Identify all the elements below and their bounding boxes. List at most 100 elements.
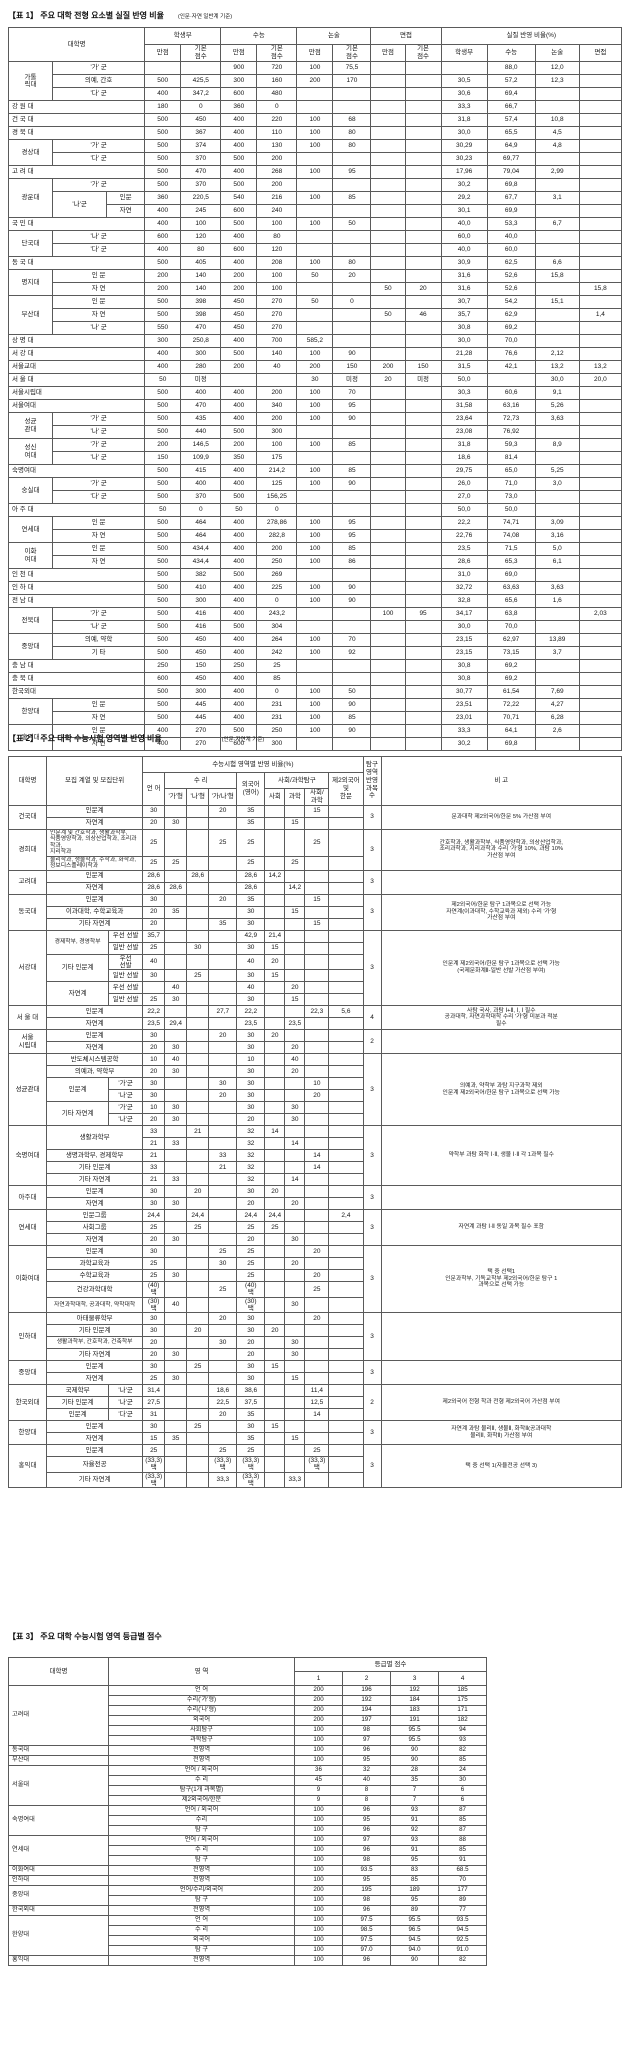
cell: 400	[180, 477, 222, 491]
cell	[304, 1185, 330, 1199]
cell: 23,5	[142, 1017, 166, 1031]
cell: 192	[390, 1685, 439, 1696]
cell: 30	[236, 1089, 266, 1103]
cell	[186, 1041, 210, 1055]
cell: 464	[180, 516, 222, 530]
cell: 기타 자연계	[46, 1101, 110, 1127]
cell: 25	[142, 855, 166, 871]
table-row: 숙명여대 생활과학부 33 21 32 14 3 약학부 과탐 화학 Ⅰ·Ⅱ, 생물 Ⅰ·Ⅱ …	[7, 1125, 623, 1187]
cell	[578, 243, 623, 257]
header-cell: '가'형	[164, 788, 188, 806]
cell	[328, 1125, 364, 1139]
cell	[332, 152, 372, 166]
cell: 278,86	[256, 516, 298, 530]
cell: 71,0	[486, 477, 536, 491]
cell: 기타 자연계	[46, 1348, 144, 1362]
cell: 40,0	[486, 230, 536, 244]
cell: 숭실대	[7, 477, 54, 504]
table-row: 기타 자연계 (33,3) 택 33,3 (33,3) 택 33,3	[9, 1471, 622, 1489]
cell: 25	[142, 941, 166, 955]
cell	[304, 1233, 330, 1247]
cell: '나' 군	[52, 321, 146, 335]
cell	[404, 685, 442, 699]
cell	[186, 1029, 210, 1043]
cell: 370	[180, 178, 222, 192]
cell: 200	[294, 1685, 343, 1696]
cell	[578, 516, 623, 530]
table-row: 이과대학, 수학교육과 20 35 30 15	[9, 905, 622, 919]
cell	[404, 464, 442, 478]
table-row: 동 국 대 500 405 400 208 100 80 30,9 62,5 6,6	[7, 256, 623, 270]
cell: 20	[304, 1245, 330, 1259]
cell: 20	[236, 1348, 266, 1362]
header-cell: 기본 점수	[180, 44, 222, 62]
cell: 23,08	[440, 425, 488, 439]
cell: 23,51	[440, 698, 488, 712]
cell: 109,9	[180, 451, 222, 465]
cell	[208, 1125, 238, 1139]
cell	[332, 490, 372, 504]
cell	[264, 1137, 286, 1151]
cell	[332, 230, 372, 244]
cell: 문과대학 제2외국어/한문 5% 가산점 부여	[380, 804, 623, 830]
cell	[180, 61, 222, 75]
cell: (33,3) 택	[142, 1456, 166, 1473]
cell: (33,3) 택	[236, 1456, 266, 1473]
cell: (33,3) 택	[208, 1456, 238, 1473]
cell: 38,6	[236, 1384, 266, 1398]
cell	[284, 941, 306, 955]
cell: 28,6	[142, 881, 166, 895]
cell: 80	[180, 243, 222, 257]
cell: 30	[236, 1185, 266, 1199]
cell: 87	[437, 1825, 488, 1836]
cell: 8	[342, 1785, 391, 1796]
cell: 95.5	[390, 1915, 439, 1926]
header-cell: 언 어	[142, 772, 166, 806]
table1-title-note: (인문·자연 일반계 기준)	[178, 14, 233, 20]
cell	[186, 1456, 210, 1473]
cell: 100	[294, 1865, 343, 1876]
cell	[208, 1197, 238, 1211]
cell: 33	[164, 1173, 188, 1187]
cell: 96	[342, 1905, 391, 1916]
cell: 건강과학대학	[46, 1281, 144, 1298]
cell: 언어 / 외국어	[108, 1835, 295, 1846]
cell: 94	[437, 1725, 488, 1736]
cell	[370, 61, 406, 75]
cell: 32	[236, 1173, 266, 1187]
cell: 400	[144, 347, 182, 361]
cell: 100	[296, 217, 334, 231]
cell	[328, 869, 364, 883]
cell	[328, 1065, 364, 1079]
cell: 35	[390, 1775, 439, 1786]
table1-title: 【표 1】 주요 대학 전형 요소별 실질 반영 비율 (인문·자연 일반계 기준…	[8, 10, 232, 21]
table-row: 인하대 전영역 100 95 85 70	[8, 1875, 488, 1886]
table-row: 수리('나'형) 200 194 183 171	[9, 1705, 488, 1716]
cell: 31,4	[142, 1384, 166, 1398]
cell: 196	[342, 1685, 391, 1696]
cell: 일반 선발	[108, 969, 144, 983]
cell: 중앙대	[8, 1885, 109, 1906]
cell: 93	[390, 1805, 439, 1816]
cell	[578, 399, 623, 413]
cell: 97.0	[342, 1945, 391, 1956]
cell	[328, 1185, 364, 1199]
cell: 30,8	[440, 659, 488, 673]
cell: 80	[332, 139, 372, 153]
cell: 54,2	[486, 295, 536, 309]
cell: 25	[304, 1444, 330, 1458]
cell: 53,3	[486, 217, 536, 231]
cell	[284, 1089, 306, 1103]
cell: 191	[390, 1715, 439, 1726]
cell: '가'군	[108, 1101, 144, 1115]
cell	[328, 1017, 364, 1031]
cell: 30,5	[440, 74, 488, 88]
cell: 175	[437, 1695, 488, 1706]
cell: 30	[236, 917, 266, 931]
cell: 125	[256, 477, 298, 491]
cell	[264, 1161, 286, 1175]
table3-container: 대학명 영 역 등급별 점수 1 2 3 4 고려대 언 어 200 196 192 185 수리('가'…	[8, 1657, 488, 1966]
cell: 5,25	[534, 464, 580, 478]
cell: 30	[164, 1269, 188, 1283]
cell: 85	[332, 464, 372, 478]
